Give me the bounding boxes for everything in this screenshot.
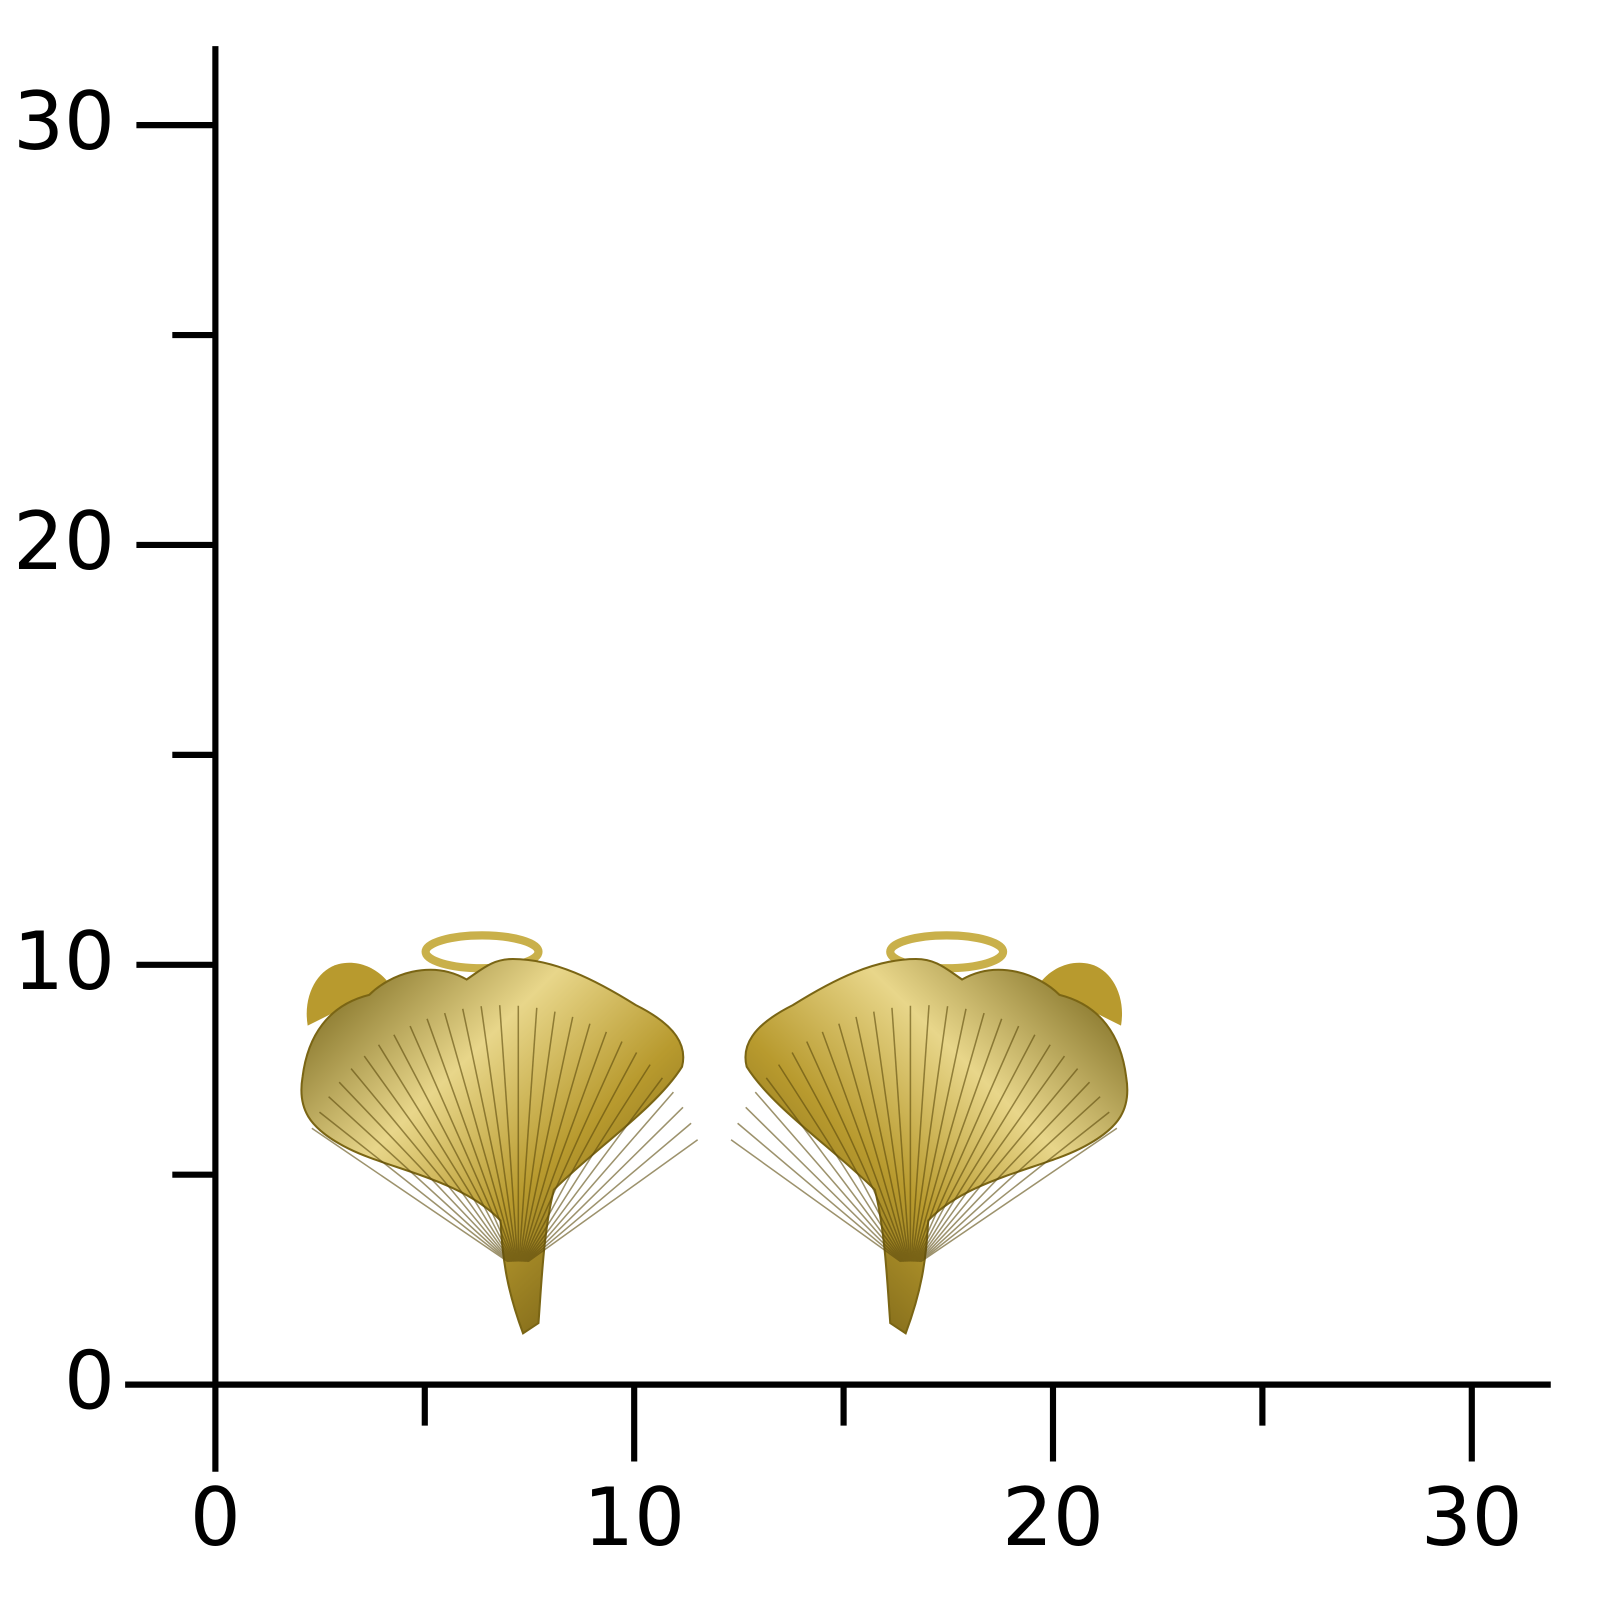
x-tick-label: 0 <box>190 1471 241 1564</box>
y-tick-label: 20 <box>13 495 115 588</box>
leaf-vein <box>525 1091 674 1263</box>
leaf-vein <box>393 1034 514 1262</box>
leaf-vein <box>524 1077 664 1262</box>
leaf-vein <box>318 1111 509 1263</box>
leaf-vein <box>443 1012 517 1262</box>
leaf-vein <box>311 1127 509 1263</box>
leaf-vein <box>526 1122 692 1263</box>
leaf-vein <box>520 1023 591 1262</box>
leaf-vein <box>521 1031 608 1262</box>
leaf-vein <box>523 1064 651 1262</box>
leaf-vein <box>519 1016 574 1262</box>
y-tick-label: 30 <box>13 75 115 168</box>
leaf-veins <box>311 1005 699 1263</box>
leaf-vein <box>522 1052 638 1262</box>
x-tick-label: 20 <box>1002 1471 1104 1564</box>
leaf-vein <box>350 1068 512 1263</box>
leaf-vein <box>522 1041 623 1262</box>
y-tick-label: 10 <box>13 915 115 1008</box>
leaf-vein <box>519 1011 556 1262</box>
leaf-vein <box>426 1018 516 1262</box>
earring-left <box>300 931 699 1335</box>
leaf-vein <box>338 1081 511 1263</box>
leaf-vein <box>363 1055 513 1262</box>
leaf-vein <box>328 1096 510 1263</box>
leaf-vein <box>480 1006 518 1262</box>
x-tick-label: 10 <box>583 1471 685 1564</box>
leaf-vein <box>518 1007 538 1262</box>
earring-back-wing <box>306 962 390 1026</box>
x-tick-label: 30 <box>1421 1471 1523 1564</box>
leaf-vein <box>377 1044 513 1262</box>
leaf-vein <box>526 1106 684 1263</box>
leaf-vein <box>461 1008 517 1262</box>
earring-right <box>731 935 1127 1333</box>
leaf-vein <box>527 1139 699 1263</box>
leaf-vein <box>409 1025 515 1262</box>
leaf-vein <box>498 1005 519 1262</box>
y-tick-label: 0 <box>64 1335 115 1428</box>
